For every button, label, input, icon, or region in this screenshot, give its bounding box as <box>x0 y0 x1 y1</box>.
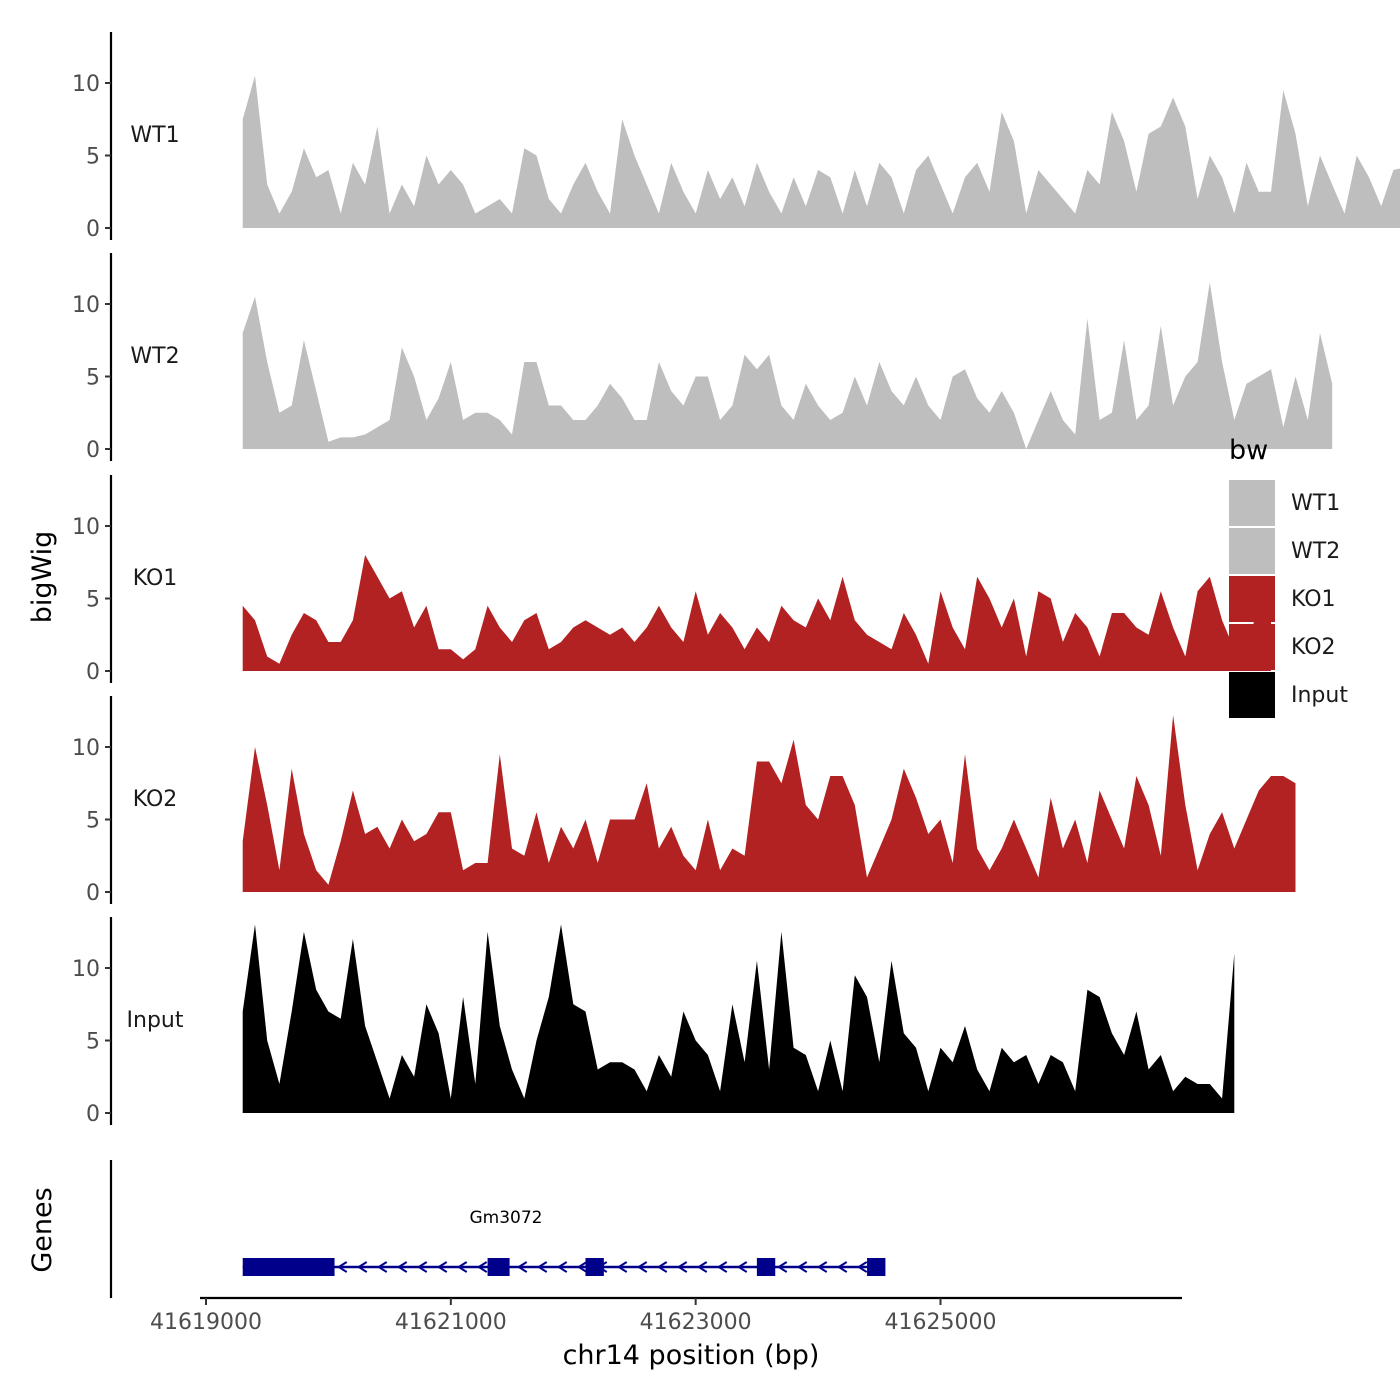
strand-arrow <box>736 1261 748 1273</box>
x-tick-label: 41619000 <box>150 1310 262 1335</box>
gene-exon <box>756 1258 776 1276</box>
legend-item-input: Input <box>1229 672 1348 718</box>
area-wt1 <box>242 75 1400 228</box>
legend: bw WT1 WT2 KO1 KO2 Input <box>1229 435 1348 718</box>
legend-swatch <box>1229 672 1275 718</box>
y-tick-label: 0 <box>86 660 100 685</box>
legend-item-wt1: WT1 <box>1229 480 1340 526</box>
area-ko1 <box>242 555 1272 671</box>
gene-label: Gm3072 <box>470 1208 543 1228</box>
area-ko2 <box>242 715 1296 892</box>
y-tick-label: 0 <box>86 438 100 463</box>
strand-arrow <box>456 1261 468 1273</box>
legend-label: KO2 <box>1291 635 1336 660</box>
strand-arrow <box>416 1261 428 1273</box>
track-label-ko2: KO2 <box>133 787 178 812</box>
strand-arrow <box>576 1261 588 1273</box>
track-label-wt2: WT2 <box>130 344 179 369</box>
gene-gm3072: Gm3072 <box>242 1208 886 1276</box>
y-tick-label: 10 <box>72 515 100 540</box>
y-tick-label: 10 <box>72 72 100 97</box>
y-tick-label: 10 <box>72 957 100 982</box>
genes-axis-title: Genes <box>27 1187 58 1272</box>
strand-arrow <box>436 1261 448 1273</box>
track-ko1: 0 5 10 KO1 <box>72 475 1272 685</box>
strand-arrow <box>676 1261 688 1273</box>
legend-label: WT1 <box>1291 491 1340 516</box>
gene-exon <box>585 1258 604 1276</box>
bigwig-tracks: 0 5 10 WT1 0 5 10 WT2 0 5 10 KO1 0 5 10 KO2 0 5 10 Input <box>72 32 1400 1127</box>
x-axis-title: chr14 position (bp) <box>563 1340 820 1371</box>
strand-arrow <box>716 1261 728 1273</box>
area-input <box>242 924 1235 1113</box>
legend-item-wt2: WT2 <box>1229 528 1340 574</box>
strand-arrow <box>796 1261 808 1273</box>
track-ko2: 0 5 10 KO2 <box>72 696 1296 906</box>
gene-exon <box>867 1258 886 1276</box>
strand-arrow <box>516 1261 528 1273</box>
x-tick-label: 41625000 <box>885 1310 997 1335</box>
legend-item-ko2: KO2 <box>1229 624 1336 670</box>
y-tick-label: 5 <box>86 588 100 613</box>
track-label-wt1: WT1 <box>130 123 179 148</box>
y-tick-label: 0 <box>86 217 100 242</box>
track-wt1: 0 5 10 WT1 <box>72 32 1400 242</box>
track-input: 0 5 10 Input <box>72 917 1235 1127</box>
genes-panel: Gm3072 <box>109 1160 886 1298</box>
legend-title: bw <box>1229 435 1268 466</box>
track-wt2: 0 5 10 WT2 <box>72 253 1333 463</box>
legend-label: KO1 <box>1291 587 1336 612</box>
x-tick-label: 41621000 <box>395 1310 507 1335</box>
y-tick-label: 5 <box>86 1030 100 1055</box>
y-axis-title: bigWig <box>27 531 58 624</box>
legend-label: Input <box>1291 683 1348 708</box>
y-tick-label: 5 <box>86 366 100 391</box>
strand-arrow <box>836 1261 848 1273</box>
strand-arrow <box>776 1261 788 1273</box>
y-tick-label: 0 <box>86 1102 100 1127</box>
strand-arrow <box>476 1261 488 1273</box>
strand-arrow <box>656 1261 668 1273</box>
gene-exon <box>242 1258 335 1276</box>
strand-arrow <box>336 1261 348 1273</box>
strand-arrow <box>616 1261 628 1273</box>
strand-arrow <box>376 1261 388 1273</box>
legend-label: WT2 <box>1291 539 1340 564</box>
legend-swatch <box>1229 576 1275 622</box>
y-tick-label: 0 <box>86 881 100 906</box>
strand-arrow <box>636 1261 648 1273</box>
y-tick-label: 5 <box>86 145 100 170</box>
area-wt2 <box>242 282 1333 449</box>
x-tick-label: 41623000 <box>640 1310 752 1335</box>
strand-arrow <box>696 1261 708 1273</box>
strand-arrow <box>556 1261 568 1273</box>
y-tick-label: 10 <box>72 736 100 761</box>
track-label-ko1: KO1 <box>133 566 178 591</box>
y-tick-label: 10 <box>72 293 100 318</box>
legend-swatch <box>1229 624 1275 670</box>
strand-arrow <box>396 1261 408 1273</box>
legend-item-ko1: KO1 <box>1229 576 1336 622</box>
legend-swatch <box>1229 480 1275 526</box>
strand-arrow <box>856 1261 868 1273</box>
strand-arrow <box>536 1261 548 1273</box>
track-label-input: Input <box>127 1008 184 1033</box>
y-tick-label: 5 <box>86 809 100 834</box>
strand-arrow <box>356 1261 368 1273</box>
legend-swatch <box>1229 528 1275 574</box>
strand-arrow <box>816 1261 828 1273</box>
gene-exon <box>487 1258 510 1276</box>
x-axis: 41619000 41621000 41623000 41625000 <box>150 1296 1182 1335</box>
